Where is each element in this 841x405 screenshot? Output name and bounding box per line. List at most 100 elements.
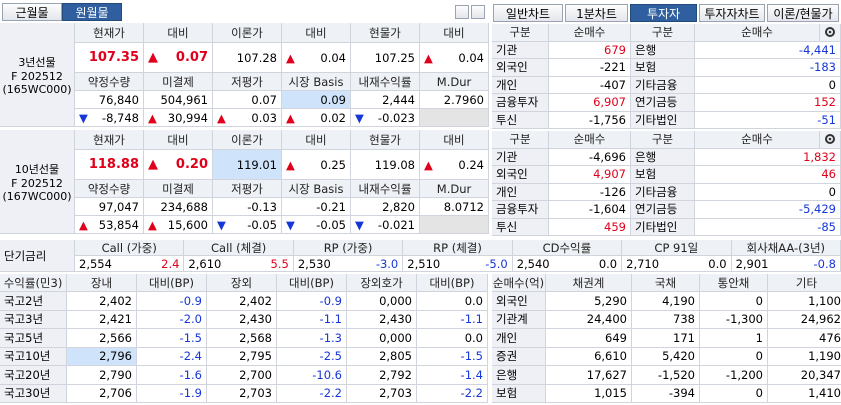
yield-value: 2,795 [207, 347, 277, 366]
investor-label: 외국인 [492, 292, 546, 311]
net-buy-value: 0 [700, 292, 768, 311]
yield-value: -1.3 [277, 329, 347, 348]
change-cell: ▼ -8,748 [75, 109, 144, 127]
net-buy-value: 152 [695, 94, 841, 112]
direction-arrow: ▲ [424, 50, 433, 65]
change: 0.0 [598, 256, 618, 271]
value: -0.05 [316, 217, 346, 232]
rate: 2,554 [79, 256, 112, 271]
net-buy-value: 24,400 [546, 310, 632, 329]
column-header: 대비 [144, 23, 213, 43]
value: 15,600 [167, 217, 208, 232]
net-buy-value: -1,200 [700, 366, 768, 385]
tab[interactable]: 투자자 [630, 4, 697, 22]
net-buy-value: 679 [549, 41, 631, 59]
contract-line: (165WC000) [2, 82, 72, 96]
column-header: 장내 [67, 274, 137, 292]
value: 0.24 [458, 157, 484, 172]
investor-label: 기관계 [492, 310, 546, 329]
yield-value: 2,790 [67, 366, 137, 385]
column-header: 약정수량 [75, 180, 144, 198]
column-header: 약정수량 [75, 73, 144, 91]
net-buy-value: -407 [549, 76, 631, 94]
column-header: 대비(BP) [277, 274, 347, 292]
net-buy-value: 4,907 [549, 166, 631, 184]
investor-label: 기타법인 [631, 111, 695, 129]
yield-value: 2,792 [347, 366, 417, 385]
column-header: 장외 [207, 274, 277, 292]
investor-label: 금융투자 [492, 201, 549, 219]
value-cell: 118.88 [75, 150, 144, 180]
value: 0.03 [251, 110, 277, 125]
investor-label: 개인 [492, 76, 549, 94]
gear-icon [825, 134, 835, 145]
tab[interactable]: 일반차트 [493, 4, 563, 22]
rate-cell: 2,901 -0.8 [731, 256, 841, 272]
empty-cell [420, 216, 489, 234]
change: -3.0 [375, 256, 399, 271]
row-label: 단기금리 [0, 240, 75, 272]
settings-button[interactable] [820, 131, 841, 149]
tab[interactable]: 이론/현물가 [767, 4, 839, 22]
change-cell: ▲ 30,994 [144, 109, 213, 127]
column-header: RP (가중) [293, 240, 404, 256]
tab[interactable]: 근월물 [2, 3, 62, 21]
change: -0.8 [813, 256, 836, 271]
value-cell: 0.09 [282, 91, 351, 109]
change-cell: ▲ 0.04 [420, 43, 489, 73]
change-cell: ▼ -0.021 [351, 216, 420, 234]
column-header: 현물가 [351, 130, 420, 150]
column-header: 대비 [282, 23, 351, 43]
rate-cell: 2,710 0.0 [622, 256, 732, 272]
icon-button[interactable] [455, 5, 469, 19]
yield-value: -2.2 [277, 384, 347, 403]
direction-arrow: ▲ [424, 157, 433, 172]
column-header: 순매수 [549, 131, 631, 149]
settings-button[interactable] [820, 24, 841, 42]
net-buy-value: 24,962 [768, 310, 841, 329]
column-header: 대비(BP) [417, 274, 488, 292]
net-buy-value: -1,756 [549, 111, 631, 129]
change-cell: ▼ -0.023 [351, 109, 420, 127]
investor-label: 기관 [492, 41, 549, 59]
column-header: CD수익률 [512, 240, 623, 256]
yield-value: 2,421 [67, 310, 137, 329]
value: 0.02 [320, 110, 346, 125]
yield-value: 2,568 [207, 329, 277, 348]
yield-value: 2,703 [347, 384, 417, 403]
net-buy-value: 1,832 [695, 148, 841, 166]
direction-arrow: ▼ [355, 110, 364, 125]
investor-label: 기타법인 [631, 218, 695, 236]
yield-value: -2.5 [277, 347, 347, 366]
net-buy-value: -183 [695, 59, 841, 77]
change: -5.0 [485, 256, 508, 271]
direction-arrow: ▼ [79, 110, 88, 125]
value: -0.021 [377, 217, 415, 232]
change-cell: ▲ 0.20 [144, 150, 213, 180]
empty-cell [420, 109, 489, 127]
direction-arrow: ▲ [286, 50, 295, 65]
tab[interactable]: 1분차트 [565, 4, 628, 22]
change-cell: ▲ 15,600 [144, 216, 213, 234]
value: 0.04 [320, 50, 346, 65]
yield-value: -1.6 [137, 366, 207, 385]
change-cell: ▲ 0.24 [420, 150, 489, 180]
net-buy-value: -1,520 [632, 366, 700, 385]
value: 0.04 [458, 50, 484, 65]
icon-button[interactable] [471, 5, 485, 19]
yield-value: -1.9 [137, 384, 207, 403]
column-header: 현재가 [75, 130, 144, 150]
investor-label: 은행 [631, 148, 695, 166]
column-header: 구분 [492, 131, 549, 149]
yield-value: 2,703 [207, 384, 277, 403]
contract-label: 3년선물 F 202512 (165WC000) [0, 23, 75, 127]
investor-label: 은행 [492, 366, 546, 385]
column-header: 이론가 [213, 130, 282, 150]
yield-value: -1.5 [417, 347, 488, 366]
tab[interactable]: 투자자차트 [699, 4, 765, 22]
change: 0.0 [708, 256, 727, 271]
column-header: 순매수(억) [492, 274, 546, 292]
net-buy-value: 5,420 [632, 347, 700, 366]
tab[interactable]: 원월물 [62, 3, 122, 21]
